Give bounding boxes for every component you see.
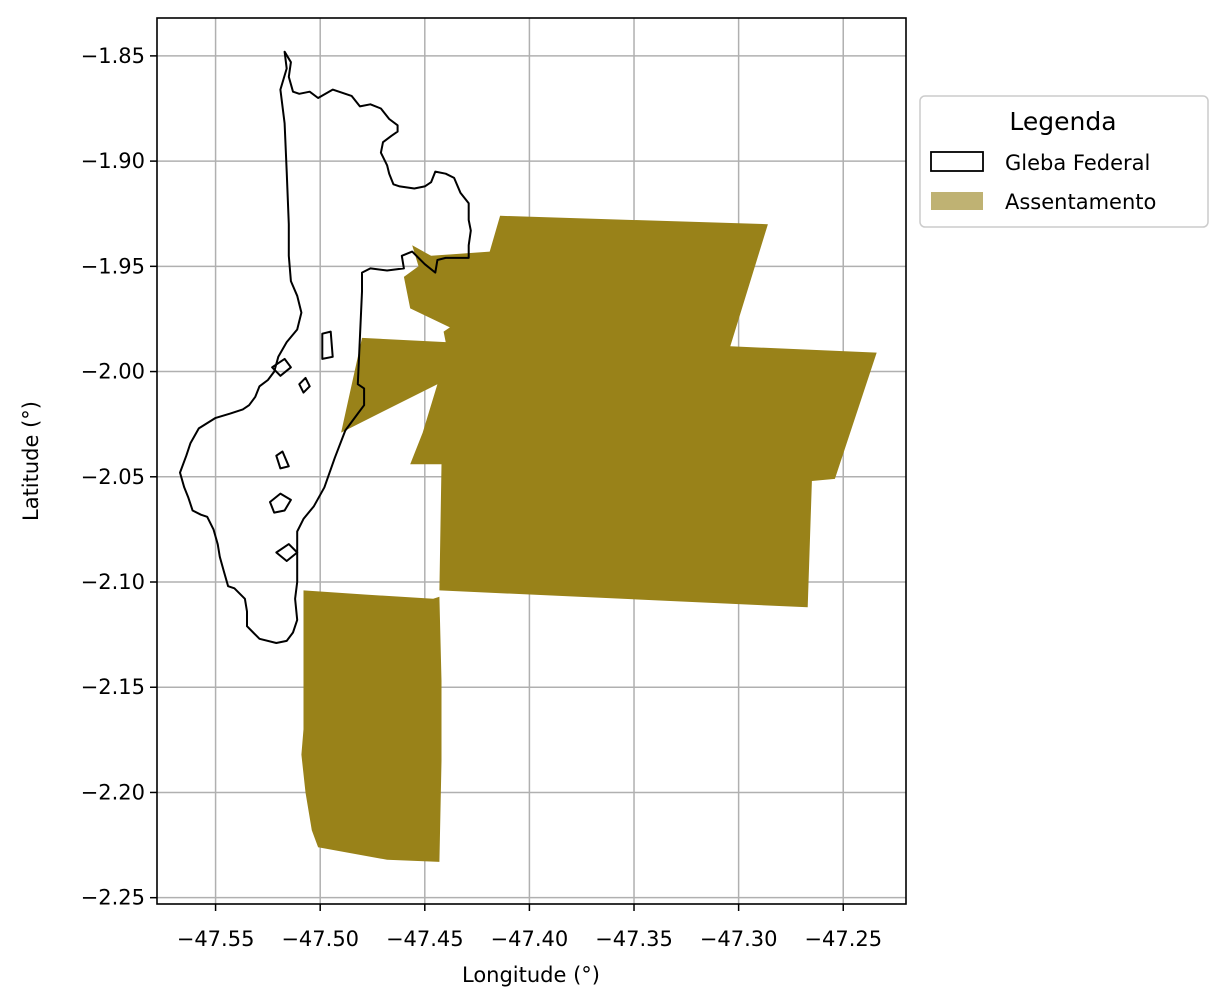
x-tick-label: −47.45 bbox=[386, 927, 464, 951]
gleba-federal-polygon bbox=[275, 450, 290, 470]
legend-label-gleba-federal: Gleba Federal bbox=[1005, 151, 1150, 175]
assentamento-polygon bbox=[301, 590, 442, 862]
y-tick-label: −2.25 bbox=[81, 886, 145, 910]
gleba-federal-polygon bbox=[275, 543, 299, 562]
x-tick-label: −47.55 bbox=[177, 927, 255, 951]
legend-swatch-gleba-federal bbox=[930, 151, 984, 172]
assentamento-layer bbox=[301, 215, 877, 862]
legend-swatch-assentamento bbox=[931, 192, 983, 210]
gleba-federal-polygon bbox=[271, 357, 292, 377]
y-tick-label: −1.85 bbox=[81, 44, 145, 68]
map-layers bbox=[179, 50, 877, 862]
legend-label-assentamento: Assentamento bbox=[1005, 190, 1156, 214]
y-tick-label: −1.90 bbox=[81, 149, 145, 173]
gleba-federal-polygon bbox=[269, 492, 292, 514]
y-tick-label: −2.20 bbox=[81, 780, 145, 804]
assentamento-polygon bbox=[341, 215, 877, 608]
gleba-federal-polygon bbox=[321, 330, 334, 360]
x-tick-label: −47.30 bbox=[700, 927, 778, 951]
y-axis-label: Latitude (°) bbox=[19, 401, 43, 521]
x-axis-ticks: −47.55 −47.50 −47.45 −47.40 −47.35 −47.30 −47.… bbox=[177, 904, 882, 951]
y-tick-label: −2.00 bbox=[81, 360, 145, 384]
x-tick-label: −47.50 bbox=[281, 927, 359, 951]
y-axis-ticks: −1.85 −1.90 −1.95 −2.00 −2.05 −2.10 −2.15 −2.20… bbox=[81, 44, 157, 910]
legend-title: Legenda bbox=[1009, 107, 1116, 136]
x-axis-label: Longitude (°) bbox=[462, 963, 600, 987]
x-tick-label: −47.35 bbox=[595, 927, 673, 951]
gleba-federal-polygon bbox=[179, 50, 472, 644]
gleba-federal-layer bbox=[179, 50, 472, 644]
x-tick-label: −47.25 bbox=[804, 927, 882, 951]
y-tick-label: −2.15 bbox=[81, 675, 145, 699]
gleba-federal-polygon bbox=[298, 376, 311, 394]
legend-box bbox=[919, 95, 1209, 228]
plot-frame bbox=[156, 17, 907, 905]
y-tick-label: −2.05 bbox=[81, 465, 145, 489]
y-tick-label: −1.95 bbox=[81, 254, 145, 278]
y-tick-label: −2.10 bbox=[81, 570, 145, 594]
legend: Legenda Gleba Federal Assentamento bbox=[919, 95, 1209, 228]
x-tick-label: −47.40 bbox=[491, 927, 569, 951]
